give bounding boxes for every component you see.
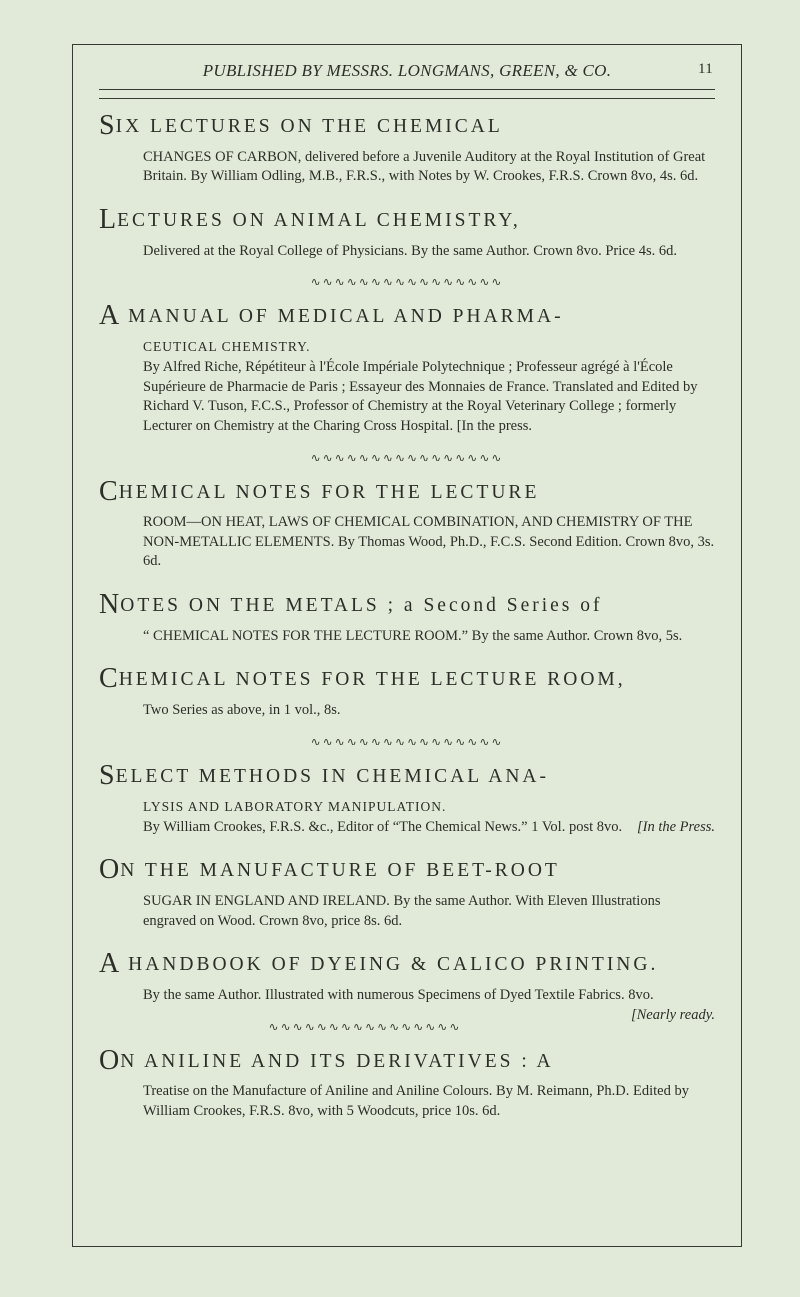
page: PUBLISHED BY MESSRS. LONGMANS, GREEN, & …: [0, 0, 800, 1297]
dropcap: C: [99, 663, 120, 694]
title-rest: N THE MANUFACTURE OF BEET-ROOT: [120, 860, 560, 881]
entry-desc: Two Series as above, in 1 vol., 8s.: [99, 701, 715, 721]
title-rest: OTES ON THE METALS ; a Second Series of: [120, 595, 602, 616]
catalog-entry: A MANUAL OF MEDICAL AND PHARMA- CEUTICAL…: [99, 297, 715, 436]
catalog-entry: SELECT METHODS IN CHEMICAL ANA- LYSIS AN…: [99, 757, 715, 838]
entry-title: ON ANILINE AND ITS DERIVATIVES : A: [99, 1042, 715, 1080]
entry-title: LECTURES ON ANIMAL CHEMISTRY,: [99, 201, 715, 239]
title-rest: HEMICAL NOTES FOR THE LECTURE ROOM,: [119, 669, 626, 690]
entry-desc: Treatise on the Manufacture of Aniline a…: [99, 1082, 715, 1121]
catalog-entry: ON ANILINE AND ITS DERIVATIVES : A Treat…: [99, 1042, 715, 1122]
dropcap: N: [99, 589, 121, 620]
title-rest: IX LECTURES ON THE CHEMICAL: [116, 116, 503, 137]
dropcap: A: [99, 948, 121, 979]
catalog-entry: ON THE MANUFACTURE OF BEET-ROOT SUGAR IN…: [99, 851, 715, 931]
title-rest: ECTURES ON ANIMAL CHEMISTRY,: [117, 210, 521, 231]
catalog-entry: CHEMICAL NOTES FOR THE LECTURE ROOM, Two…: [99, 660, 715, 720]
page-number: 11: [698, 61, 713, 78]
entry-title: ON THE MANUFACTURE OF BEET-ROOT: [99, 851, 715, 889]
entry-title: A HANDBOOK OF DYEING & CALICO PRINTING.: [99, 945, 715, 983]
title-rest: N ANILINE AND ITS DERIVATIVES : A: [120, 1051, 553, 1072]
entry-title: A MANUAL OF MEDICAL AND PHARMA-: [99, 297, 715, 335]
title-rest: ELECT METHODS IN CHEMICAL ANA-: [116, 766, 549, 787]
dropcap: O: [99, 1045, 121, 1076]
running-head: PUBLISHED BY MESSRS. LONGMANS, GREEN, & …: [99, 61, 715, 89]
entry-desc-text: By the same Author. Illustrated with num…: [143, 987, 654, 1003]
dropcap: S: [99, 110, 117, 141]
entry-subtitle: CEUTICAL CHEMISTRY.: [99, 338, 715, 356]
dropcap: L: [99, 204, 118, 235]
ornament: ∿∿∿∿∿∿∿∿∿∿∿∿∿∿∿∿: [99, 735, 715, 745]
dropcap: A: [99, 300, 121, 331]
entry-subtitle: ROOM—ON HEAT, LAWS OF CHEMICAL COMBINATI…: [99, 513, 715, 572]
title-rest: HEMICAL NOTES FOR THE LECTURE: [119, 482, 540, 503]
ornament: ∿∿∿∿∿∿∿∿∿∿∿∿∿∿∿∿: [99, 1020, 631, 1030]
title-rest: HANDBOOK OF DYEING & CALICO PRINTING.: [120, 954, 658, 975]
entry-right-note: [In the Press.: [637, 818, 715, 838]
entry-title: CHEMICAL NOTES FOR THE LECTURE: [99, 473, 715, 511]
entry-title: CHEMICAL NOTES FOR THE LECTURE ROOM,: [99, 660, 715, 698]
catalog-entry: NOTES ON THE METALS ; a Second Series of…: [99, 586, 715, 646]
ornament: ∿∿∿∿∿∿∿∿∿∿∿∿∿∿∿∿: [99, 451, 715, 461]
entry-desc: “ CHEMICAL NOTES FOR THE LECTURE ROOM.” …: [99, 627, 715, 647]
entry-desc-text: By William Crookes, F.R.S. &c., Editor o…: [143, 819, 622, 835]
entry-desc: By William Crookes, F.R.S. &c., Editor o…: [99, 818, 715, 838]
catalog-entry: SIX LECTURES ON THE CHEMICAL CHANGES OF …: [99, 107, 715, 187]
entry-title: NOTES ON THE METALS ; a Second Series of: [99, 586, 715, 624]
entry-right-note: [Nearly ready.: [631, 1006, 715, 1026]
text-frame: PUBLISHED BY MESSRS. LONGMANS, GREEN, & …: [72, 44, 742, 1247]
entry-title: SELECT METHODS IN CHEMICAL ANA-: [99, 757, 715, 795]
dropcap: C: [99, 476, 120, 507]
entry-title: SIX LECTURES ON THE CHEMICAL: [99, 107, 715, 145]
dropcap: S: [99, 760, 117, 791]
catalog-entry: LECTURES ON ANIMAL CHEMISTRY, Delivered …: [99, 201, 715, 261]
entry-subtitle: CHANGES OF CARBON, delivered before a Ju…: [99, 148, 715, 187]
title-rest: MANUAL OF MEDICAL AND PHARMA-: [120, 306, 563, 327]
entry-desc: By Alfred Riche, Répétiteur à l'École Im…: [99, 358, 715, 436]
running-head-text: PUBLISHED BY MESSRS. LONGMANS, GREEN, & …: [203, 61, 612, 80]
entry-desc: By the same Author. Illustrated with num…: [99, 986, 715, 1006]
entry-subtitle: LYSIS AND LABORATORY MANIPULATION.: [99, 798, 715, 816]
ornament: ∿∿∿∿∿∿∿∿∿∿∿∿∿∿∿∿: [99, 275, 715, 285]
entry-desc: Delivered at the Royal College of Physic…: [99, 242, 715, 262]
catalog-entry: A HANDBOOK OF DYEING & CALICO PRINTING. …: [99, 945, 715, 1005]
entry-subtitle: SUGAR IN ENGLAND AND IRELAND. By the sam…: [99, 892, 715, 931]
catalog-entry: CHEMICAL NOTES FOR THE LECTURE ROOM—ON H…: [99, 473, 715, 572]
dropcap: O: [99, 854, 121, 885]
